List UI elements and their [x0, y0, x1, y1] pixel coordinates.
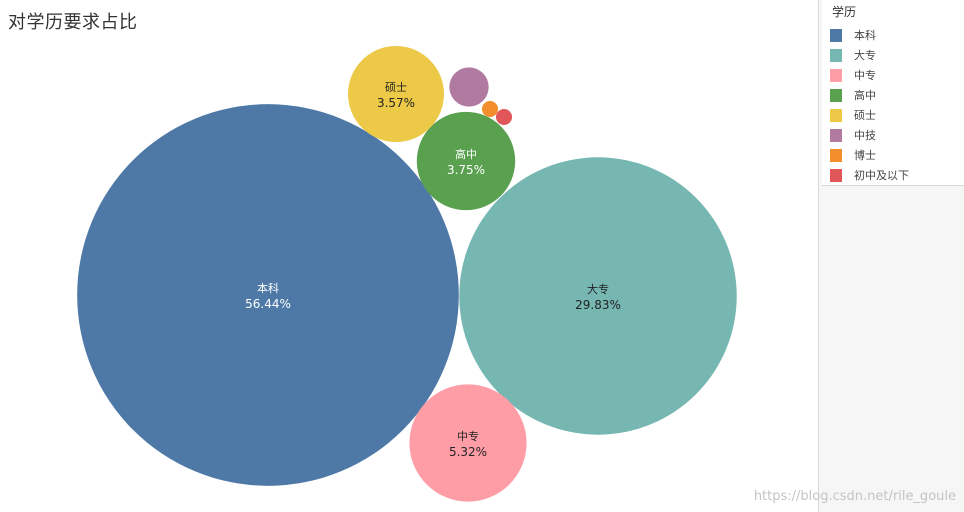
bubble-6[interactable] [449, 67, 489, 107]
bubble-label-5: 硕士 [385, 81, 407, 94]
legend-label: 中专 [854, 69, 876, 82]
bubble-8[interactable] [495, 108, 513, 126]
bubble-label-3: 中专 [457, 429, 479, 443]
bubble-4[interactable] [416, 111, 516, 211]
bubble-value-4: 3.75% [447, 163, 485, 177]
bubble-value-3: 5.32% [449, 445, 487, 459]
legend-swatch [830, 168, 842, 182]
legend-swatch [830, 68, 842, 82]
bubble-label-1: 本科 [257, 281, 279, 295]
legend-swatch [830, 48, 842, 62]
legend-label: 博士 [854, 149, 876, 162]
legend-label: 中技 [854, 129, 876, 142]
legend-item-6[interactable]: 中技 [830, 127, 960, 143]
legend-swatch [830, 128, 842, 142]
bubble-value-5: 3.57% [377, 96, 415, 110]
bubble-1[interactable] [77, 104, 459, 486]
watermark-text: https://blog.csdn.net/rile_goule [753, 489, 956, 504]
bubble-7[interactable] [481, 100, 499, 118]
chart-title: 对学历要求占比 [8, 12, 138, 33]
bubble-chart: 本科 56.44% 大专 29.83% 中专 5.32% 高中 3.75% 硕士 3.57% [77, 46, 737, 502]
bubble-label-4: 高中 [455, 147, 477, 161]
bubble-value-1: 56.44% [245, 297, 291, 311]
legend-swatch [830, 88, 842, 102]
bubble-5[interactable] [348, 46, 444, 142]
legend-label: 硕士 [854, 109, 876, 122]
legend-label: 高中 [854, 89, 876, 102]
bubble-label-2: 大专 [587, 282, 609, 296]
legend-swatch [830, 108, 842, 122]
legend-swatch [830, 148, 842, 162]
legend-label: 本科 [854, 29, 876, 42]
legend-label: 初中及以下 [854, 169, 909, 182]
legend-swatch [830, 28, 842, 42]
legend-title: 学历 [832, 5, 857, 19]
legend-item-3[interactable]: 中专 [830, 67, 960, 83]
bubble-3[interactable] [409, 384, 527, 502]
legend-item-8[interactable]: 初中及以下 [830, 167, 960, 183]
legend-item-4[interactable]: 高中 [830, 87, 960, 103]
bubble-value-2: 29.83% [575, 298, 621, 312]
legend-item-7[interactable]: 博士 [830, 147, 960, 163]
legend-label: 大专 [854, 49, 876, 62]
bubble-2[interactable] [459, 157, 737, 435]
legend-item-5[interactable]: 硕士 [830, 107, 960, 123]
legend-item-2[interactable]: 大专 [830, 47, 960, 63]
legend-item-1[interactable]: 本科 [830, 27, 960, 43]
legend: 学历 本科大专中专高中硕士中技博士初中及以下 [822, 0, 964, 186]
